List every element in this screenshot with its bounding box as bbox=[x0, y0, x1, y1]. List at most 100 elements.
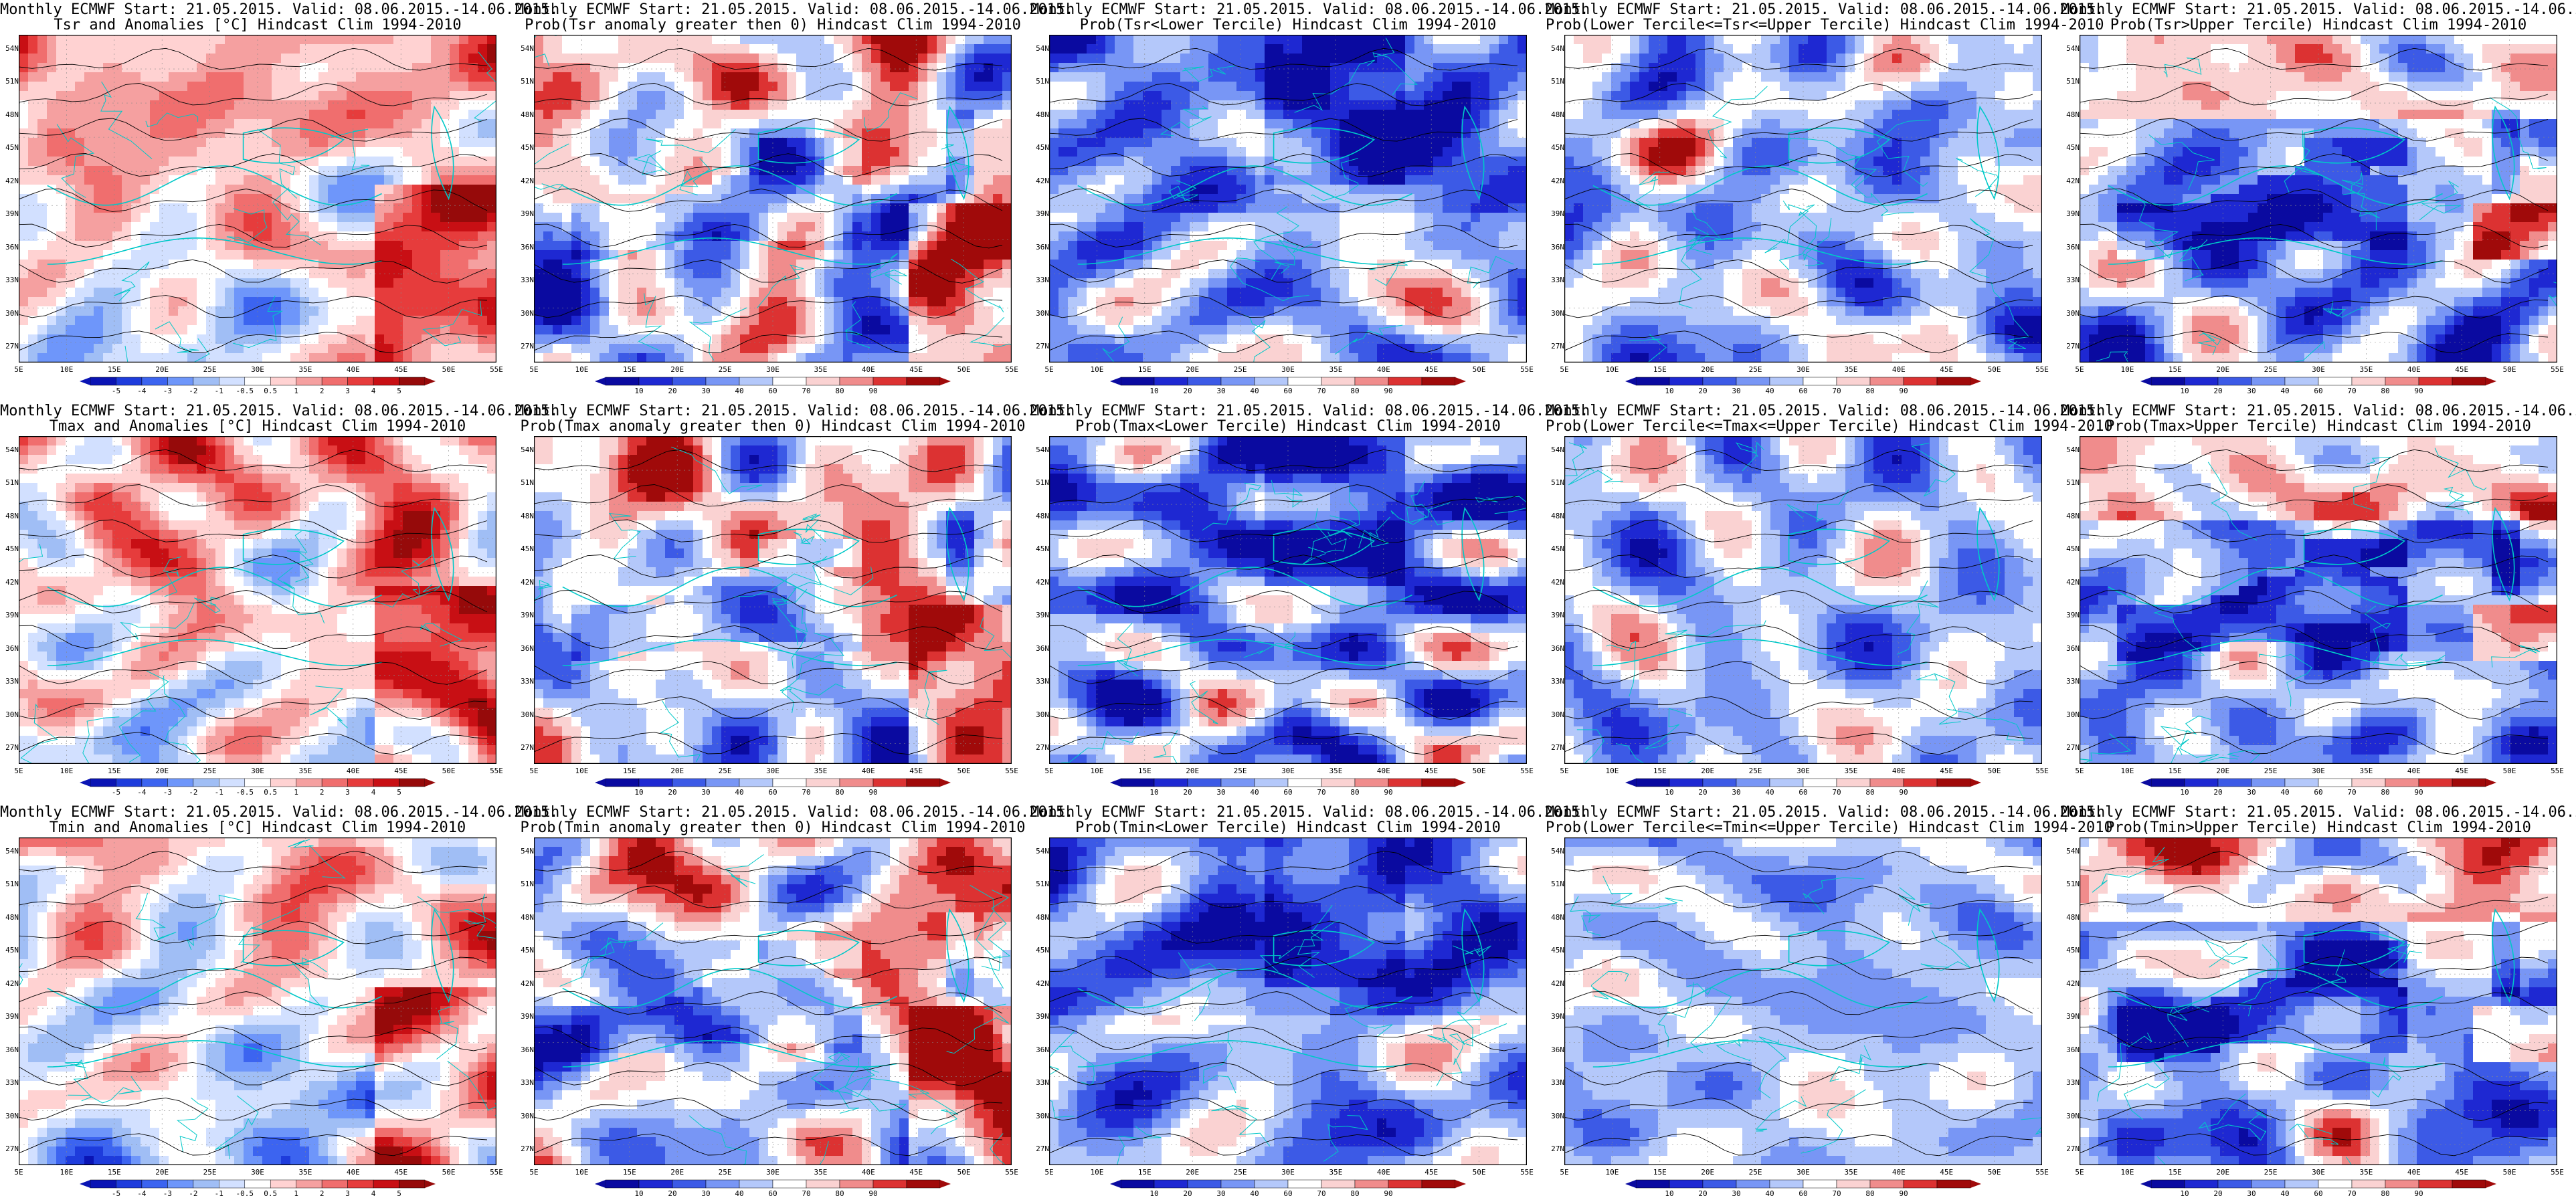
lat-label: 48N bbox=[2063, 512, 2080, 520]
temperature-contour bbox=[1049, 47, 1518, 71]
lon-label: 20E bbox=[1701, 365, 1714, 374]
lon-label: 20E bbox=[2216, 365, 2229, 374]
country-boundary bbox=[1449, 997, 1483, 1047]
colorbar-swatch bbox=[2318, 1179, 2353, 1189]
colorbar-tick-label: 40 bbox=[1250, 788, 1259, 797]
lat-label: 33N bbox=[1548, 677, 1564, 686]
lon-label: 10E bbox=[60, 1168, 73, 1177]
country-boundary bbox=[2097, 1032, 2152, 1102]
lon-label: 25E bbox=[719, 1168, 732, 1177]
colorbar-tick-label: 4 bbox=[371, 387, 376, 395]
temperature-contour bbox=[1564, 1026, 2033, 1051]
country-boundary bbox=[1390, 480, 1427, 525]
lon-label: 30E bbox=[2312, 1168, 2325, 1177]
map-plot-area bbox=[534, 436, 1012, 764]
temperature-contour bbox=[1049, 555, 1518, 579]
lat-label: 39N bbox=[1548, 1012, 1564, 1021]
lat-label: 51N bbox=[2063, 478, 2080, 487]
country-boundary bbox=[1764, 200, 1809, 254]
temperature-contour bbox=[2080, 920, 2549, 944]
temperature-contour bbox=[1564, 696, 2033, 720]
lat-label: 51N bbox=[1033, 77, 1049, 86]
lat-label: 45N bbox=[1548, 946, 1564, 955]
lon-label: 30E bbox=[1797, 365, 1810, 374]
colorbar-end-arrow bbox=[1970, 1180, 1981, 1188]
colorbar-swatch bbox=[605, 1179, 640, 1189]
country-boundary bbox=[420, 623, 463, 647]
coastline bbox=[2108, 908, 2515, 1068]
colorbar-swatch bbox=[244, 778, 271, 787]
colorbar-swatch bbox=[806, 1179, 840, 1189]
panel-header-line: Monthly ECMWF Start: 21.05.2015. Valid: … bbox=[1546, 404, 2104, 419]
colorbar-tick-label: 20 bbox=[1183, 788, 1192, 797]
colorbar: 10 20 30 40 60 70 80 90 bbox=[595, 778, 951, 797]
lat-label: 27N bbox=[1548, 1144, 1564, 1153]
country-boundary bbox=[756, 264, 804, 309]
lon-label: 10E bbox=[1090, 365, 1103, 374]
country-boundary bbox=[832, 1078, 929, 1099]
colorbar-tick-label: 70 bbox=[1832, 788, 1841, 797]
colorbar: 10 20 30 40 60 70 80 90 bbox=[2140, 1179, 2496, 1198]
country-boundary bbox=[1308, 508, 1347, 553]
country-boundary bbox=[1688, 209, 1722, 255]
lon-label: 35E bbox=[814, 365, 827, 374]
lon-label: 40E bbox=[862, 1168, 875, 1177]
country-boundary bbox=[1059, 1045, 1095, 1086]
temperature-contour bbox=[534, 153, 1003, 177]
colorbar-swatch bbox=[1220, 778, 1255, 787]
country-boundary bbox=[2179, 239, 2208, 282]
lon-label: 50E bbox=[1988, 1168, 2001, 1177]
colorbar-tick-label: 20 bbox=[1698, 1189, 1707, 1198]
colorbar-tick-label: 10 bbox=[1149, 788, 1158, 797]
lon-label: 30E bbox=[251, 767, 264, 775]
lon-label: 40E bbox=[2407, 1168, 2421, 1177]
colorbar-tick-label: 60 bbox=[1799, 788, 1807, 797]
country-boundary bbox=[790, 607, 808, 669]
panel-title: Prob(Tmin<Lower Tercile) Hindcast Clim 1… bbox=[1030, 821, 1546, 835]
lon-label: 10E bbox=[60, 767, 73, 775]
lat-label: 30N bbox=[1033, 309, 1049, 318]
lon-label: 35E bbox=[298, 1168, 312, 1177]
colorbar-swatch bbox=[2385, 1179, 2419, 1189]
lat-label: 27N bbox=[2063, 342, 2080, 350]
lat-label: 30N bbox=[1548, 710, 1564, 719]
colorbar-tick-label: 30 bbox=[2247, 788, 2256, 797]
country-boundary bbox=[193, 338, 210, 363]
colorbar-swatch bbox=[141, 1179, 168, 1189]
country-boundary bbox=[1244, 314, 1271, 363]
colorbar-end-arrow bbox=[1625, 779, 1636, 787]
colorbar-swatch bbox=[1635, 1179, 1670, 1189]
colorbar-tick-label: 2 bbox=[320, 788, 325, 797]
temperature-contour bbox=[2080, 886, 2549, 909]
country-boundary bbox=[331, 128, 370, 171]
colorbar-swatch bbox=[2385, 377, 2419, 386]
lat-label: 30N bbox=[1033, 1112, 1049, 1120]
lat-label: 33N bbox=[1033, 1078, 1049, 1087]
country-boundary bbox=[2092, 846, 2169, 893]
temperature-contour bbox=[534, 295, 1003, 319]
country-boundary bbox=[1230, 258, 1309, 302]
temperature-contour bbox=[1049, 83, 1518, 106]
colorbar: 10 20 30 40 60 70 80 90 bbox=[1625, 377, 1981, 395]
temperature-contour bbox=[19, 1026, 488, 1051]
lon-label: 35E bbox=[1844, 767, 1857, 775]
country-boundary bbox=[819, 1141, 829, 1165]
country-boundary bbox=[781, 632, 844, 714]
lon-label: 40E bbox=[347, 1168, 360, 1177]
colorbar-end-arrow bbox=[425, 779, 436, 787]
coastline bbox=[1592, 908, 2000, 1068]
lat-label: 33N bbox=[1033, 677, 1049, 686]
map-frame bbox=[1564, 837, 2042, 1165]
country-boundary bbox=[1452, 945, 1491, 957]
lat-label: 45N bbox=[3, 143, 19, 152]
country-boundary bbox=[1358, 516, 1391, 548]
lat-label: 54N bbox=[1548, 445, 1564, 454]
country-boundary bbox=[659, 700, 701, 763]
country-boundary bbox=[1334, 324, 1403, 355]
colorbar-swatch bbox=[1903, 1179, 1938, 1189]
colorbar-swatch bbox=[1154, 1179, 1188, 1189]
colorbar-tick-label: 60 bbox=[1799, 387, 1807, 395]
lon-label: 5E bbox=[1560, 365, 1568, 374]
lon-label: 35E bbox=[1844, 365, 1857, 374]
temperature-contour bbox=[19, 330, 488, 354]
